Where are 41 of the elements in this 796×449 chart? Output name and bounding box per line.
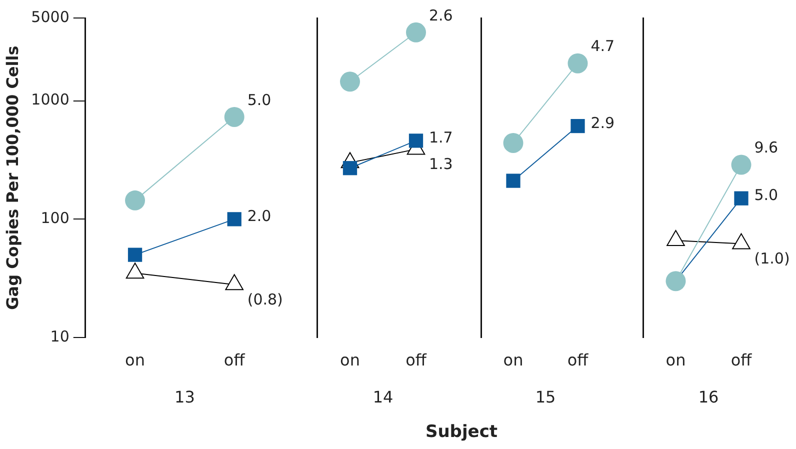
point	[340, 72, 360, 92]
y-axis-title: Gag Copies Per 100,000 Cells	[2, 46, 22, 310]
x-tick-label: on	[340, 350, 360, 370]
x-tick-label: off	[567, 350, 590, 370]
x-axis-title: 15	[535, 388, 556, 407]
y-tick-label: 10	[50, 327, 70, 346]
y-tick-label: 100	[40, 209, 70, 228]
point	[224, 106, 244, 127]
point	[506, 174, 520, 188]
point	[128, 248, 142, 262]
x-tick-label: on	[503, 350, 524, 370]
text: Subject	[424, 422, 499, 442]
annotation: 2.9	[590, 114, 615, 132]
x-axis-title: 13	[174, 388, 195, 407]
point	[734, 191, 748, 206]
x-axis-title: 16	[698, 388, 719, 407]
x-axis-title: 14	[372, 388, 394, 407]
point	[227, 212, 242, 226]
annotation: 5.0	[754, 186, 778, 204]
x-tick-label: on	[666, 350, 686, 370]
x-tick-label: on	[125, 350, 145, 370]
point	[125, 190, 146, 210]
annotation: 9.6	[754, 138, 778, 157]
point	[503, 132, 524, 153]
y-tick-label: 1000	[31, 90, 70, 109]
annotation: 2.0	[247, 207, 272, 226]
annotation: 4.7	[590, 37, 615, 56]
annotation: 2.6	[429, 6, 453, 24]
annotation: 1.7	[429, 128, 453, 147]
annotation: 5.0	[247, 90, 272, 109]
annotation: (1.0)	[754, 250, 790, 268]
point	[406, 22, 426, 42]
point	[731, 154, 752, 175]
x-tick-label: off	[224, 350, 246, 370]
x-tick-label: off	[406, 350, 428, 370]
x-tick-label: off	[730, 350, 753, 370]
annotation: 1.3	[429, 155, 453, 174]
annotation: (0.8)	[247, 290, 283, 309]
point	[570, 118, 585, 134]
point	[568, 53, 588, 74]
y-tick-label: 5000	[31, 8, 70, 26]
